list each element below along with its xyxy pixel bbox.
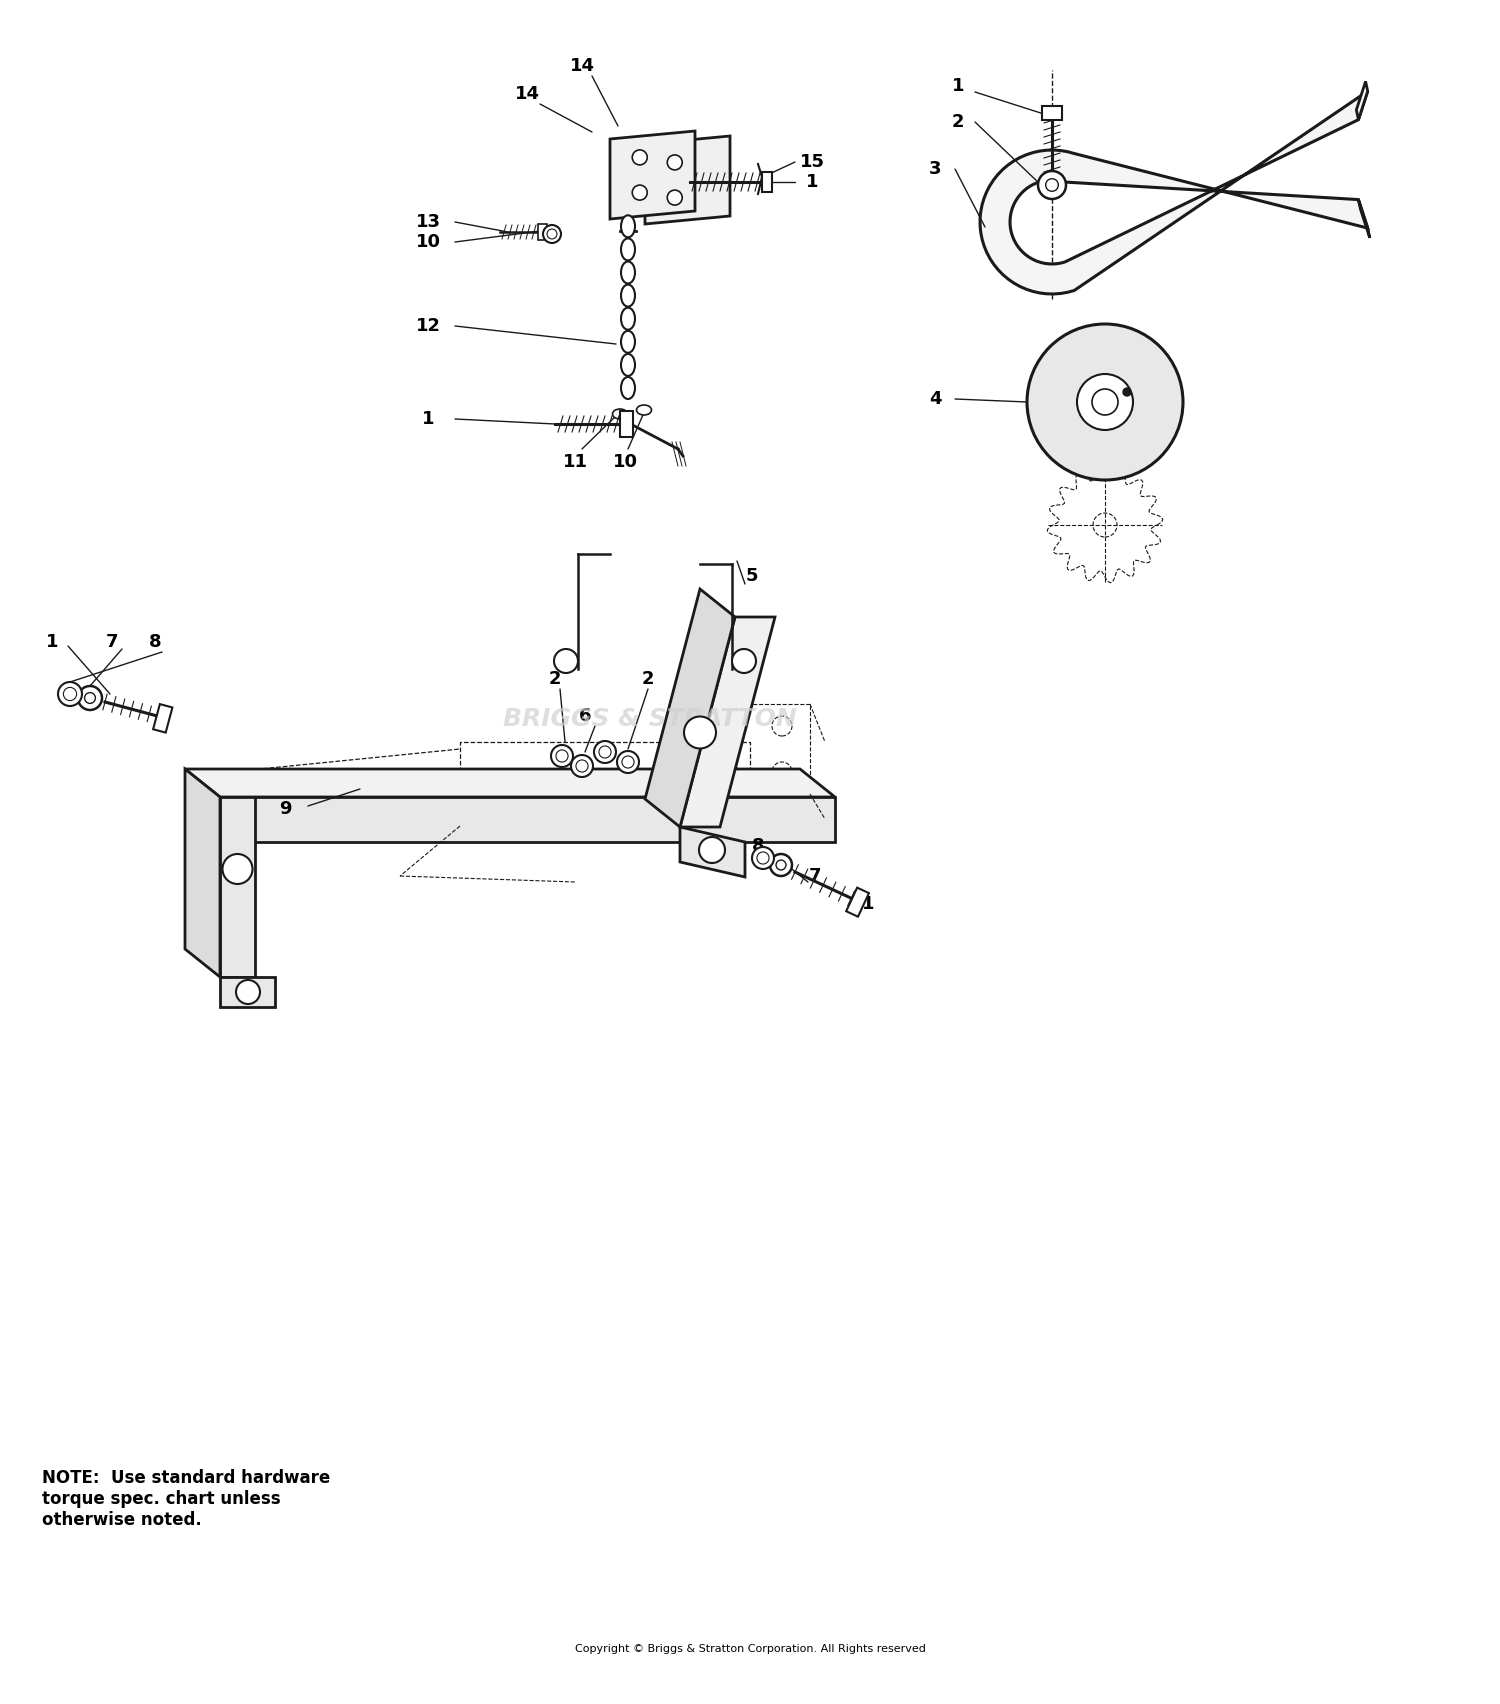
Bar — [538, 223, 548, 240]
Circle shape — [1046, 179, 1059, 191]
Polygon shape — [184, 769, 836, 797]
Circle shape — [616, 751, 639, 774]
Text: 2: 2 — [951, 112, 964, 131]
Text: 7: 7 — [808, 867, 822, 884]
Text: BRIGGS & STRATTON: BRIGGS & STRATTON — [503, 707, 796, 731]
Text: 14: 14 — [514, 85, 540, 102]
Bar — [1042, 106, 1062, 119]
Circle shape — [58, 682, 82, 705]
Circle shape — [236, 980, 260, 1004]
Bar — [846, 888, 868, 917]
Ellipse shape — [621, 308, 634, 329]
Circle shape — [1124, 389, 1131, 395]
Text: 9: 9 — [279, 799, 291, 818]
Text: 1: 1 — [951, 77, 964, 95]
Text: 3: 3 — [928, 160, 942, 177]
Text: 1: 1 — [45, 632, 58, 651]
Text: 5: 5 — [746, 567, 758, 584]
Polygon shape — [680, 617, 776, 826]
Text: 4: 4 — [928, 390, 942, 407]
Text: 1: 1 — [861, 895, 874, 913]
Circle shape — [776, 861, 786, 871]
Circle shape — [633, 186, 648, 199]
Circle shape — [668, 191, 682, 204]
Circle shape — [718, 762, 738, 782]
Polygon shape — [1359, 199, 1370, 239]
Polygon shape — [220, 797, 255, 976]
Ellipse shape — [621, 215, 634, 237]
Text: 13: 13 — [416, 213, 441, 232]
Circle shape — [572, 755, 592, 777]
Polygon shape — [610, 131, 695, 220]
Ellipse shape — [621, 331, 634, 353]
Circle shape — [1077, 373, 1132, 429]
Polygon shape — [980, 90, 1368, 295]
Polygon shape — [680, 826, 746, 878]
Circle shape — [752, 847, 774, 869]
Text: 11: 11 — [562, 453, 588, 470]
Ellipse shape — [636, 406, 651, 416]
Bar — [762, 172, 772, 193]
Circle shape — [594, 741, 616, 763]
Text: 6: 6 — [579, 707, 591, 724]
Bar — [153, 704, 173, 733]
Polygon shape — [184, 769, 220, 976]
Circle shape — [554, 649, 578, 673]
Text: Copyright © Briggs & Stratton Corporation. All Rights reserved: Copyright © Briggs & Stratton Corporatio… — [574, 1644, 926, 1655]
Text: 7: 7 — [105, 632, 118, 651]
Circle shape — [1094, 513, 1118, 537]
Circle shape — [548, 228, 556, 239]
Circle shape — [1038, 170, 1066, 199]
Text: 12: 12 — [416, 317, 441, 336]
Bar — [620, 411, 633, 436]
Circle shape — [718, 716, 738, 736]
Polygon shape — [1356, 82, 1368, 119]
Circle shape — [1028, 324, 1184, 481]
Circle shape — [770, 854, 792, 876]
Circle shape — [622, 757, 634, 769]
Polygon shape — [645, 590, 735, 826]
Polygon shape — [220, 976, 274, 1007]
Text: 1: 1 — [422, 411, 435, 428]
Circle shape — [772, 762, 792, 782]
Polygon shape — [220, 797, 836, 842]
Circle shape — [543, 225, 561, 244]
Ellipse shape — [621, 239, 634, 261]
Circle shape — [684, 716, 716, 748]
Text: 15: 15 — [800, 153, 825, 170]
Circle shape — [732, 649, 756, 673]
Circle shape — [758, 852, 770, 864]
Text: 1: 1 — [806, 174, 818, 191]
Circle shape — [84, 692, 96, 704]
Circle shape — [772, 716, 792, 736]
Circle shape — [668, 155, 682, 170]
Circle shape — [550, 745, 573, 767]
Circle shape — [1092, 389, 1118, 416]
Circle shape — [699, 837, 724, 862]
Text: 14: 14 — [570, 56, 594, 75]
Ellipse shape — [621, 285, 634, 307]
Polygon shape — [645, 136, 730, 223]
Text: 8: 8 — [752, 837, 765, 855]
Text: 10: 10 — [612, 453, 638, 470]
Circle shape — [633, 150, 648, 165]
Circle shape — [598, 746, 610, 758]
Ellipse shape — [612, 409, 627, 419]
Ellipse shape — [621, 354, 634, 377]
Text: NOTE:  Use standard hardware
torque spec. chart unless
otherwise noted.: NOTE: Use standard hardware torque spec.… — [42, 1469, 330, 1528]
Text: 8: 8 — [148, 632, 162, 651]
Circle shape — [556, 750, 568, 762]
Circle shape — [222, 854, 252, 884]
Ellipse shape — [621, 377, 634, 399]
Circle shape — [78, 687, 102, 711]
Circle shape — [576, 760, 588, 772]
Ellipse shape — [621, 261, 634, 283]
Text: 2: 2 — [642, 670, 654, 688]
Text: 10: 10 — [416, 233, 441, 250]
Circle shape — [63, 687, 76, 700]
Text: 2: 2 — [549, 670, 561, 688]
